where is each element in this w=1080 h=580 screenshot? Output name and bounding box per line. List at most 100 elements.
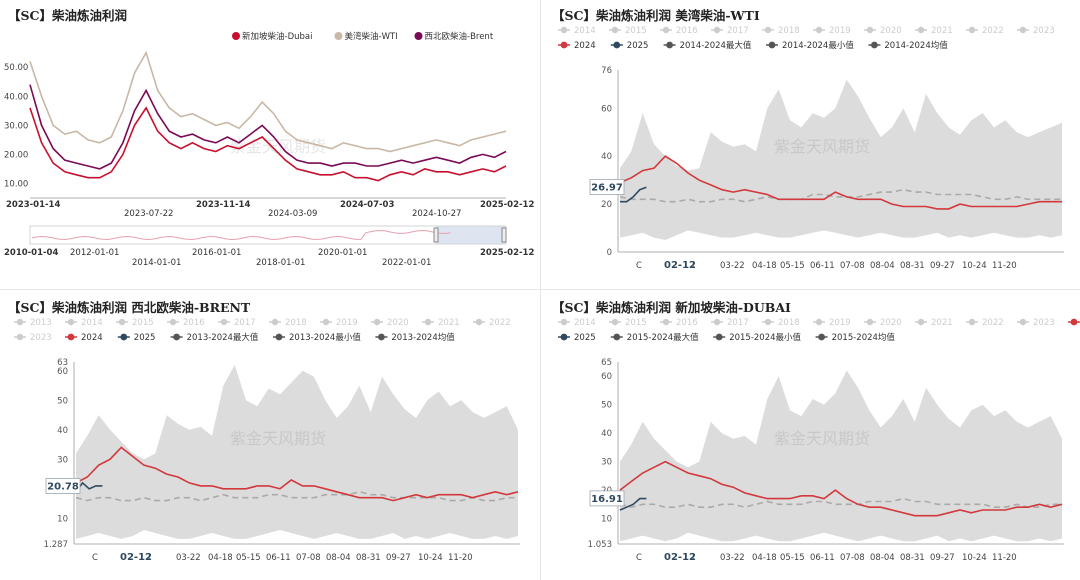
x-tick-label: 08-31 — [900, 261, 925, 271]
legend-label-year: 2020 — [880, 318, 902, 328]
x-tick-label: 2023-07-22 — [124, 209, 173, 219]
legend-marker-3 — [275, 333, 283, 341]
legend-marker-year — [764, 318, 772, 326]
legend-marker-year — [968, 318, 976, 326]
slider-tick-label: 2014-01-01 — [132, 258, 181, 268]
legend-label-1: 2025 — [627, 41, 649, 51]
chart-title: 【SC】柴油炼油利润 — [8, 8, 127, 23]
x-tick-label: 2024-03-09 — [268, 209, 317, 219]
legend-marker-year — [169, 318, 177, 326]
x-tick-label: 07-08 — [840, 553, 865, 563]
legend-label-year: 2021 — [931, 26, 953, 36]
x-tick-label: 2023-11-14 — [196, 200, 250, 210]
legend-label-year: 2015 — [625, 26, 647, 36]
dubai-chart: 2014 2015 2016 2017 2018 2019 2020 2021 2022 2023… — [558, 318, 1080, 563]
legend-label-year: 2022 — [489, 318, 511, 328]
series-2024-line — [75, 446, 519, 502]
current-value-box — [589, 490, 625, 507]
slider-tick-label: 2020-01-01 — [318, 248, 367, 258]
x-tick-label: 2023-01-14 — [6, 200, 60, 210]
y-tick-label: 63 — [57, 358, 68, 368]
legend-marker-4 — [871, 41, 878, 49]
x-tick-label: 09-27 — [930, 553, 955, 563]
legend-label-year: 2016 — [676, 26, 698, 36]
overview-chart: 新加坡柴油-Dubai 美湾柴油-WTI 西北欧柴油-Brent 50.00 40.00… — [4, 31, 534, 268]
legend-marker-year — [866, 26, 874, 34]
y-tick-label: 0 — [607, 248, 612, 258]
series-line-1 — [29, 84, 507, 170]
legend-label-year: 2014 — [574, 26, 596, 36]
chart-title: 【SC】柴油炼油利润 新加坡柴油-DUBAI — [552, 300, 791, 315]
x-tick-label: 04-18 — [752, 261, 777, 271]
legend-marker-year — [662, 26, 670, 34]
slider-tick-label: 2025-02-12 — [480, 248, 534, 258]
legend-label-year: 2019 — [829, 318, 851, 328]
legend-label-year: 2017 — [234, 318, 256, 328]
legend-label-1: 美湾柴油-WTI — [345, 31, 398, 42]
average-line — [619, 188, 1062, 203]
legend-label-0: 2024 — [81, 333, 103, 343]
legend-label-1: 2025 — [134, 333, 156, 343]
legend-marker-year — [662, 318, 670, 326]
legend-marker-year — [118, 318, 126, 326]
y-tick-label: 60 — [601, 372, 612, 382]
legend-label-year: 2016 — [676, 318, 698, 328]
legend-marker-year — [67, 318, 75, 326]
x-tick-label: 03-22 — [720, 261, 745, 271]
legend-label-year: 2020 — [880, 26, 902, 36]
current-value-box — [45, 478, 81, 494]
legend-marker-year — [713, 26, 721, 34]
legend-marker-2024 — [1070, 318, 1078, 326]
x-tick-label: 11-20 — [992, 553, 1017, 563]
legend-label-year: 2021 — [931, 318, 953, 328]
chart-title: 【SC】柴油炼油利润 美湾柴油-WTI — [552, 8, 760, 23]
x-tick-label: 11-20 — [992, 261, 1017, 271]
legend-marker-3 — [715, 333, 723, 341]
x-tick-label: i — [692, 261, 694, 271]
legend-label-2: 2013-2024最大值 — [187, 332, 259, 343]
watermark: 紫金天风期货 — [774, 137, 870, 156]
panel-brent: 【SC】柴油炼油利润 西北欧柴油-BRENT 2013 2014 2015 2016 2… — [0, 292, 536, 580]
legend-label-4: 2014-2024均值 — [884, 40, 948, 51]
x-tick-label: 03-22 — [176, 553, 201, 563]
y-tick-label: 30.00 — [4, 121, 28, 131]
y-tick-label: 30 — [601, 458, 612, 468]
y-tick-label: 76 — [601, 66, 612, 76]
legend-label-3: 2015-2024最小值 — [729, 332, 801, 343]
y-tick-label: 60 — [601, 104, 612, 114]
legend-label-year: 2023 — [1033, 26, 1055, 36]
legend-marker-year — [373, 318, 381, 326]
legend-marker-year — [815, 318, 823, 326]
current-value-box — [589, 179, 625, 195]
panel-dubai: 【SC】柴油炼油利润 新加坡柴油-DUBAI 2014 2015 2016 2017 2… — [544, 292, 1080, 580]
legend-label-year: 2021 — [438, 318, 460, 328]
series-line-0 — [29, 50, 507, 153]
legend-marker-2 — [666, 41, 673, 49]
horizontal-divider — [0, 289, 1080, 290]
legend-marker-year — [764, 26, 772, 34]
average-line — [75, 490, 518, 502]
series-line-2 — [29, 106, 507, 182]
legend-marker-year — [475, 318, 483, 326]
x-tick-label: 08-04 — [326, 553, 351, 563]
x-tick-label: C — [92, 553, 98, 563]
x-tick-label: 07-08 — [296, 553, 321, 563]
y-tick-label: 50 — [601, 401, 612, 411]
series-2024-line — [619, 155, 1062, 210]
current-value-label: 20.78 — [47, 482, 79, 493]
legend-marker-1 — [120, 333, 128, 341]
legend-label-year: 2022 — [982, 318, 1004, 328]
chart-title: 【SC】柴油炼油利润 西北欧柴油-BRENT — [8, 300, 251, 315]
x-tick-label: 10-24 — [418, 553, 443, 563]
legend-marker-year — [424, 318, 432, 326]
legend-label-year: 2020 — [387, 318, 409, 328]
legend-label-year: 2017 — [727, 318, 749, 328]
legend-marker-4 — [378, 333, 385, 341]
legend-marker-year — [917, 26, 925, 34]
slider-tick-label: 2022-01-01 — [382, 258, 431, 268]
max-min-band — [620, 370, 1062, 542]
legend-marker-year — [611, 26, 619, 34]
x-tick-label: i — [692, 553, 694, 563]
max-min-band — [76, 364, 518, 539]
x-tick-label: 09-27 — [386, 553, 411, 563]
